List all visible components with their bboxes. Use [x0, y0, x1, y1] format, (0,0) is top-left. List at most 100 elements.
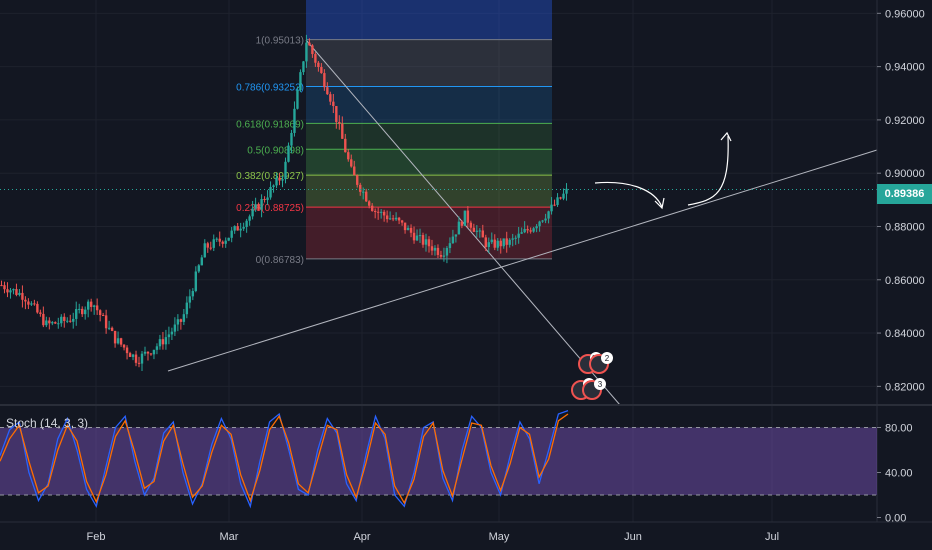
candle-body: [245, 220, 248, 227]
price-axis-label: 0.86000: [885, 275, 925, 287]
candle-body: [484, 237, 487, 247]
candle-body: [158, 339, 162, 347]
candle-body: [212, 239, 215, 248]
candle-body: [272, 185, 275, 188]
candle-body: [544, 218, 547, 221]
candle-body: [200, 257, 203, 266]
candle-body: [284, 161, 287, 180]
candle-body: [230, 230, 233, 238]
candle-body: [430, 246, 434, 251]
candle-body: [347, 152, 350, 160]
candle-body: [149, 353, 153, 355]
candle-body: [101, 315, 105, 317]
candle-body: [535, 226, 538, 229]
candle-body: [275, 177, 278, 186]
candle-body: [21, 292, 24, 300]
candle-body: [332, 101, 335, 107]
candle-body: [478, 230, 482, 232]
candle-body: [179, 319, 183, 322]
candle-body: [293, 108, 296, 133]
candle-body: [379, 211, 383, 213]
price-axis-label: 0.94000: [885, 62, 925, 74]
candle-body: [39, 312, 42, 314]
candle-body: [248, 216, 251, 221]
candle-body: [287, 145, 290, 162]
candle-body: [254, 204, 257, 209]
candle-body: [107, 327, 111, 329]
candle-body: [45, 320, 48, 326]
event-marker-badge: [601, 352, 613, 364]
fib-zone: [306, 86, 552, 124]
candle-body: [311, 45, 314, 55]
fib-top-zone: [306, 0, 552, 40]
candle-body: [128, 353, 132, 357]
candle-body: [406, 227, 410, 231]
candle-body: [436, 247, 440, 255]
candle-body: [269, 187, 272, 198]
candle-body: [511, 238, 514, 240]
candle-body: [0, 285, 3, 287]
candle-body: [191, 291, 195, 297]
candle-body: [224, 240, 227, 244]
stoch-axis-label: 0.00: [885, 513, 906, 525]
candle-body: [95, 305, 99, 311]
candle-body: [350, 159, 353, 167]
candle-body: [460, 221, 464, 226]
candle-body: [487, 242, 490, 247]
candle-body: [116, 338, 120, 344]
trendline-support: [167, 149, 878, 372]
candle-body: [155, 346, 159, 350]
candle-body: [362, 191, 365, 193]
candle-body: [98, 310, 102, 316]
candle-body: [496, 240, 499, 248]
candle-body: [502, 238, 505, 247]
candle-body: [341, 123, 344, 139]
candle-body: [263, 198, 266, 201]
candle-body: [218, 238, 221, 242]
candle-body: [451, 236, 455, 244]
candle-body: [239, 228, 242, 231]
candle-body: [439, 254, 443, 257]
candle-body: [424, 239, 428, 245]
candle-body: [469, 222, 473, 228]
price-axis-label: 0.92000: [885, 115, 925, 127]
candle-body: [448, 243, 452, 249]
candle-body: [415, 235, 419, 241]
candle-body: [394, 217, 398, 220]
candle-body: [370, 205, 374, 211]
arrow-head-icon: [654, 197, 665, 210]
candle-body: [532, 228, 535, 232]
candle-body: [18, 292, 21, 295]
candle-body: [233, 226, 236, 231]
candle-body: [553, 204, 556, 206]
candle-body: [266, 197, 269, 201]
candle-body: [299, 72, 302, 91]
candle-body: [164, 337, 168, 345]
stoch-indicator-title[interactable]: Stoch (14, 3, 3): [6, 416, 89, 430]
candle-body: [188, 296, 192, 303]
candle-body: [15, 289, 18, 295]
stoch-axis-label: 40.00: [885, 468, 913, 480]
candle-body: [356, 175, 359, 185]
candle-body: [508, 239, 511, 245]
candle-body: [305, 42, 308, 62]
candle-body: [538, 221, 541, 227]
candle-body: [227, 237, 230, 241]
candle-body: [194, 271, 198, 292]
price-axis-label: 0.82000: [885, 381, 925, 393]
candle-body: [335, 106, 338, 122]
candle-body: [493, 239, 496, 248]
fib-level-label: 0.5(0.90898): [247, 145, 304, 156]
candle-body: [12, 289, 15, 291]
candle-body: [86, 301, 90, 310]
candle-body: [57, 323, 60, 325]
candle-body: [382, 211, 386, 216]
candle-body: [278, 177, 281, 181]
candle-body: [66, 320, 69, 322]
candle-body: [329, 94, 332, 102]
candle-body: [290, 132, 293, 146]
candle-body: [146, 351, 150, 354]
candle-body: [550, 204, 553, 212]
candle-body: [197, 265, 200, 272]
